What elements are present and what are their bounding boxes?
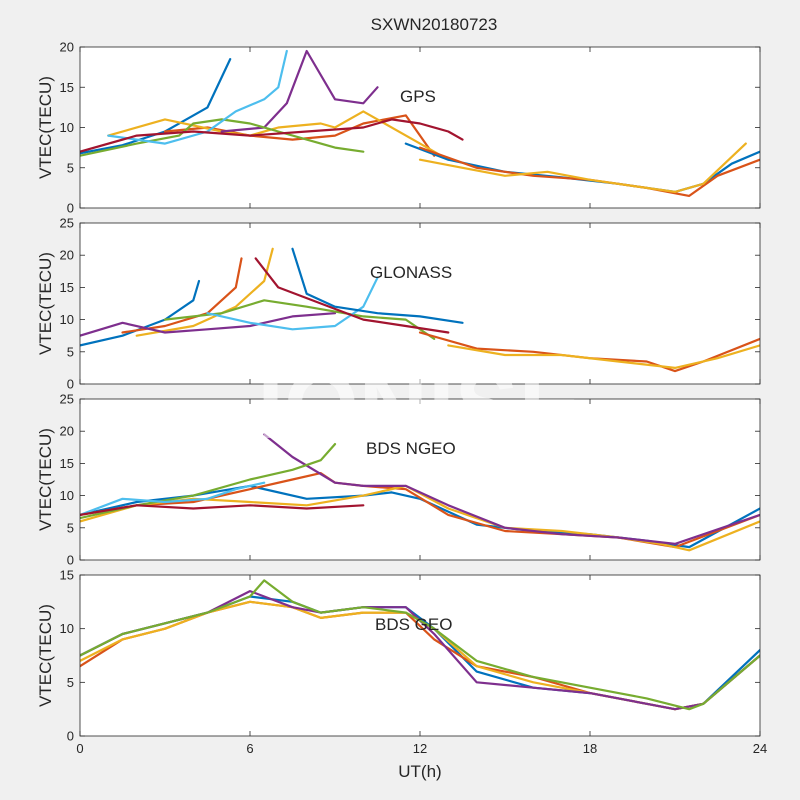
series-line-5: [80, 118, 365, 157]
series-line-4: [80, 312, 337, 337]
y-tick-label: 25: [60, 392, 74, 407]
y-tick-label: 0: [67, 729, 74, 744]
panel-1: 0 5 10 15 20 VTEC(TECU) GPS: [36, 40, 761, 216]
x-tick-label: 0: [76, 741, 83, 756]
figure-title: SXWN20180723: [371, 15, 498, 34]
y-tick-label: 5: [67, 344, 74, 359]
plot-area: [80, 47, 760, 208]
series-line-7: [80, 504, 365, 516]
y-axis-label: VTEC(TECU): [36, 76, 55, 179]
y-tick-label: 0: [67, 377, 74, 392]
plot-area: [80, 223, 760, 384]
series-line-3: [107, 110, 450, 161]
series-line-6: [80, 481, 266, 516]
series-line-10: [447, 344, 760, 369]
series-line-7: [254, 257, 450, 334]
y-tick-label: 15: [60, 568, 74, 583]
y-tick-label: 15: [60, 280, 74, 295]
y-tick-label: 15: [60, 456, 74, 471]
series-line-5: [163, 299, 436, 340]
x-tick-label: 18: [583, 741, 597, 756]
panel-label: GLONASS: [370, 263, 452, 282]
series-line-7: [80, 118, 464, 153]
series-line-3: [135, 247, 274, 337]
series-group: [80, 49, 760, 197]
panel-label: GPS: [400, 87, 436, 106]
series-line-2: [163, 114, 436, 157]
y-tick-label: 20: [60, 424, 74, 439]
y-tick-label: 10: [60, 621, 74, 636]
y-tick-label: 20: [60, 40, 74, 55]
y-tick-label: 10: [60, 488, 74, 503]
series-line-8: [291, 247, 464, 324]
series-line-4: [263, 433, 760, 545]
x-tick-label: 12: [413, 741, 427, 756]
series-line-6: [206, 276, 379, 331]
x-tick-label: 6: [246, 741, 253, 756]
y-axis-label: VTEC(TECU): [36, 604, 55, 707]
panel-3: 0 5 10 15 20 25 VTEC(TECU) BDS NGEO: [36, 392, 761, 568]
y-tick-label: 5: [67, 675, 74, 690]
y-tick-label: 25: [60, 216, 74, 231]
y-tick-label: 10: [60, 312, 74, 327]
x-tick-label: 24: [753, 741, 767, 756]
y-tick-label: 15: [60, 80, 74, 95]
plot-area: [80, 575, 760, 736]
panel-4: 0 6 12 18 24 0 5 10 15 VTEC(TECU) BDS GEO: [36, 568, 767, 757]
series-group: [80, 247, 760, 373]
series-group: [80, 433, 760, 552]
y-tick-label: 0: [67, 201, 74, 216]
y-tick-label: 10: [60, 120, 74, 135]
series-line-10: [418, 142, 747, 193]
series-group: [80, 579, 760, 711]
y-axis-label: VTEC(TECU): [36, 428, 55, 531]
y-tick-label: 5: [67, 520, 74, 535]
y-tick-label: 5: [67, 160, 74, 175]
y-tick-label: 0: [67, 553, 74, 568]
plot-area: [80, 399, 760, 560]
panel-2: 0 5 10 15 20 25 VTEC(TECU) GLONASS: [36, 216, 761, 392]
watermark: IONISE: [257, 352, 582, 459]
panels: 0 5 10 15 20 VTEC(TECU) GPS 0 5 10 15 20 25 VTEC(TECU…: [36, 40, 767, 757]
y-tick-label: 20: [60, 248, 74, 263]
y-axis-label: VTEC(TECU): [36, 252, 55, 355]
panel-label: BDS GEO: [375, 615, 452, 634]
panel-label: BDS NGEO: [366, 439, 456, 458]
x-axis-label: UT(h): [398, 762, 441, 781]
series-line-6: [107, 49, 288, 145]
series-line-5: [80, 579, 760, 711]
